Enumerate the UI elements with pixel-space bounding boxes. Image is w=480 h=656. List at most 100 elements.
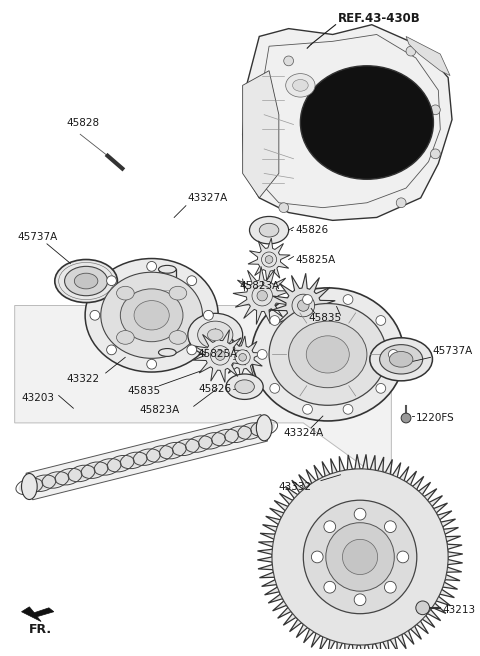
Ellipse shape (292, 79, 308, 91)
Circle shape (270, 316, 280, 325)
Ellipse shape (58, 470, 79, 483)
Ellipse shape (259, 223, 279, 237)
Circle shape (107, 345, 117, 355)
Ellipse shape (188, 438, 210, 451)
Circle shape (107, 276, 117, 285)
Ellipse shape (162, 444, 183, 457)
Ellipse shape (32, 477, 53, 490)
Polygon shape (193, 329, 247, 382)
Ellipse shape (370, 338, 432, 381)
Circle shape (270, 384, 280, 393)
Text: 45823A: 45823A (240, 281, 280, 291)
Ellipse shape (101, 272, 203, 358)
Text: FR.: FR. (29, 623, 52, 636)
Text: 43213: 43213 (442, 605, 475, 615)
Circle shape (431, 149, 440, 159)
Circle shape (90, 310, 100, 320)
Polygon shape (271, 274, 335, 338)
Ellipse shape (74, 273, 98, 289)
Ellipse shape (149, 447, 170, 461)
Circle shape (265, 256, 273, 263)
Circle shape (396, 198, 406, 208)
Circle shape (416, 601, 430, 615)
Circle shape (204, 310, 213, 320)
Circle shape (187, 345, 197, 355)
Text: 45826: 45826 (296, 225, 329, 235)
Circle shape (292, 294, 314, 317)
Circle shape (431, 105, 440, 115)
Text: 45737A: 45737A (432, 346, 473, 356)
Ellipse shape (306, 336, 349, 373)
Polygon shape (26, 415, 267, 500)
Ellipse shape (55, 260, 118, 302)
Bar (158, 270, 176, 352)
Ellipse shape (158, 348, 176, 356)
Ellipse shape (85, 258, 218, 372)
Ellipse shape (380, 344, 423, 374)
Polygon shape (248, 238, 290, 281)
Circle shape (354, 508, 366, 520)
Ellipse shape (253, 421, 275, 434)
Circle shape (252, 285, 273, 306)
Text: 43322: 43322 (67, 374, 100, 384)
Text: 45835: 45835 (308, 313, 341, 323)
Ellipse shape (269, 304, 386, 405)
Circle shape (376, 316, 386, 325)
Ellipse shape (188, 314, 243, 356)
Circle shape (147, 359, 156, 369)
Polygon shape (243, 71, 279, 198)
Ellipse shape (235, 380, 254, 394)
Polygon shape (406, 37, 450, 75)
Circle shape (384, 581, 396, 593)
Text: 45828: 45828 (67, 117, 100, 127)
Text: 45825A: 45825A (198, 350, 238, 359)
Ellipse shape (207, 329, 223, 340)
Circle shape (235, 350, 250, 365)
Circle shape (284, 56, 294, 66)
Circle shape (298, 300, 309, 311)
Ellipse shape (45, 474, 66, 487)
Ellipse shape (22, 474, 37, 499)
Circle shape (187, 276, 197, 285)
Ellipse shape (288, 321, 367, 388)
Circle shape (406, 46, 416, 56)
Text: 45835: 45835 (127, 386, 160, 396)
Circle shape (326, 523, 394, 591)
Text: 45823A: 45823A (140, 405, 180, 415)
Circle shape (147, 262, 156, 271)
Circle shape (312, 551, 323, 563)
Polygon shape (22, 607, 54, 621)
Ellipse shape (110, 457, 132, 470)
Circle shape (388, 350, 398, 359)
Text: 1220FS: 1220FS (416, 413, 455, 423)
Ellipse shape (117, 286, 134, 300)
Ellipse shape (214, 431, 236, 444)
Ellipse shape (175, 441, 197, 454)
Ellipse shape (134, 300, 169, 330)
Ellipse shape (65, 266, 108, 296)
Ellipse shape (240, 424, 262, 438)
Polygon shape (222, 336, 264, 379)
Circle shape (302, 295, 312, 304)
Text: REF.43-430B: REF.43-430B (337, 12, 420, 26)
Circle shape (303, 500, 417, 614)
Ellipse shape (198, 321, 233, 348)
Ellipse shape (19, 480, 40, 493)
Circle shape (302, 405, 312, 414)
Text: 45737A: 45737A (18, 232, 58, 242)
Ellipse shape (201, 434, 223, 447)
Ellipse shape (169, 331, 187, 344)
Text: 43332: 43332 (279, 482, 312, 491)
Ellipse shape (300, 66, 433, 179)
Circle shape (215, 350, 225, 360)
Ellipse shape (84, 464, 105, 477)
Text: 43324A: 43324A (284, 428, 324, 438)
Ellipse shape (389, 352, 413, 367)
Polygon shape (233, 266, 291, 325)
Ellipse shape (71, 467, 92, 480)
Ellipse shape (286, 73, 315, 97)
Circle shape (239, 354, 247, 361)
Circle shape (324, 521, 336, 533)
Circle shape (401, 413, 411, 423)
Ellipse shape (117, 331, 134, 344)
